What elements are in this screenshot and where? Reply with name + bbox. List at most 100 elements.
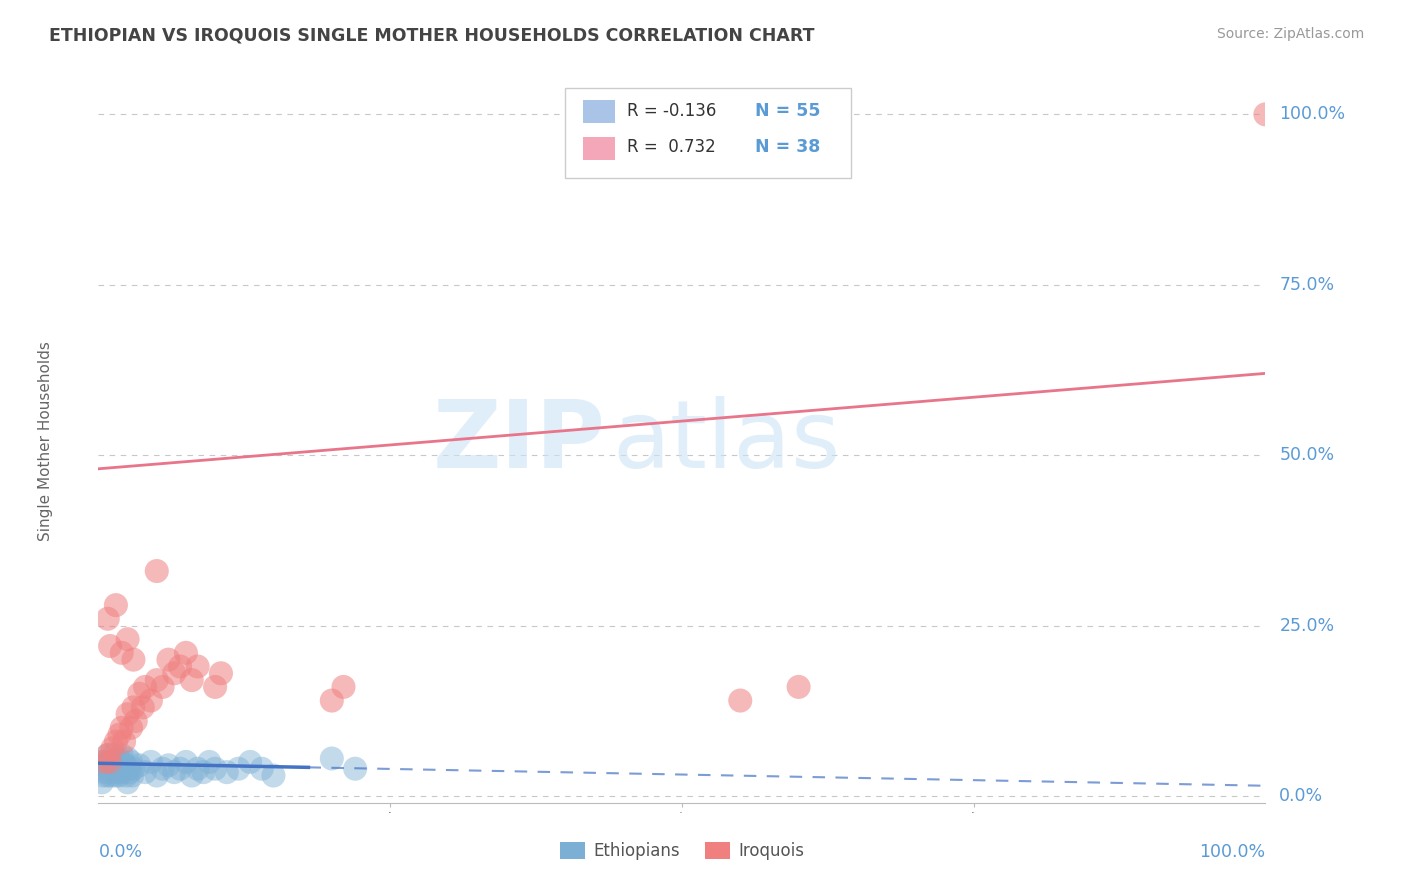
Text: Source: ZipAtlas.com: Source: ZipAtlas.com <box>1216 27 1364 41</box>
Point <box>104 768 127 782</box>
Point <box>115 768 138 782</box>
Point <box>98 639 121 653</box>
Text: R =  0.732: R = 0.732 <box>627 138 716 156</box>
Point <box>157 653 180 667</box>
Point <box>101 762 124 776</box>
Point <box>174 646 197 660</box>
Point <box>98 755 121 769</box>
Text: 75.0%: 75.0% <box>1279 276 1334 293</box>
Point <box>108 728 131 742</box>
Point <box>146 564 169 578</box>
Point <box>117 632 139 647</box>
Point <box>120 755 142 769</box>
Point <box>128 687 150 701</box>
Point <box>163 765 186 780</box>
Point <box>152 680 174 694</box>
Point <box>94 765 117 780</box>
Point <box>108 768 131 782</box>
Point <box>121 768 143 782</box>
Point <box>112 762 135 776</box>
Point <box>111 765 134 780</box>
Point <box>118 765 141 780</box>
Point <box>96 755 118 769</box>
Point <box>120 721 142 735</box>
Text: Single Mother Households: Single Mother Households <box>38 342 53 541</box>
Point <box>117 707 139 722</box>
Point <box>125 714 148 728</box>
Point <box>174 755 197 769</box>
Point <box>321 751 343 765</box>
Point <box>90 775 112 789</box>
Point <box>134 765 156 780</box>
Point <box>209 666 232 681</box>
Point <box>139 693 162 707</box>
Point <box>97 748 120 763</box>
Point <box>90 755 112 769</box>
Point <box>117 751 139 765</box>
Point <box>239 755 262 769</box>
Text: 0.0%: 0.0% <box>98 843 142 861</box>
Point <box>93 755 115 769</box>
Point <box>101 741 124 756</box>
Point <box>97 748 120 763</box>
Point <box>204 762 226 776</box>
Point <box>100 768 122 782</box>
Point <box>105 762 128 776</box>
Point <box>134 680 156 694</box>
Point <box>122 762 145 776</box>
Text: N = 55: N = 55 <box>755 102 821 120</box>
Text: 25.0%: 25.0% <box>1279 616 1334 634</box>
Point <box>110 758 132 772</box>
Point <box>146 673 169 687</box>
Point <box>97 762 120 776</box>
Point <box>332 680 354 694</box>
Text: ZIP: ZIP <box>433 395 606 488</box>
Point <box>215 765 238 780</box>
Point <box>787 680 810 694</box>
Legend: Ethiopians, Iroquois: Ethiopians, Iroquois <box>553 835 811 867</box>
Point <box>91 768 114 782</box>
Point <box>112 734 135 748</box>
Point <box>104 765 127 780</box>
Point <box>90 762 112 776</box>
Point <box>118 762 141 776</box>
Point <box>97 768 120 782</box>
Point <box>93 758 115 772</box>
Text: 100.0%: 100.0% <box>1199 843 1265 861</box>
Point <box>132 700 155 714</box>
Point <box>187 762 209 776</box>
Text: atlas: atlas <box>612 395 841 488</box>
Point <box>152 762 174 776</box>
Point <box>139 755 162 769</box>
FancyBboxPatch shape <box>582 100 616 123</box>
Text: 100.0%: 100.0% <box>1279 105 1346 123</box>
Text: 50.0%: 50.0% <box>1279 446 1334 464</box>
Point <box>198 755 221 769</box>
Point <box>250 762 273 776</box>
Point <box>122 700 145 714</box>
Point <box>169 762 191 776</box>
Point <box>730 693 752 707</box>
Point <box>111 721 134 735</box>
Point <box>146 768 169 782</box>
Point <box>103 748 125 763</box>
Point <box>111 755 134 769</box>
Point <box>107 751 129 765</box>
Point <box>180 768 202 782</box>
FancyBboxPatch shape <box>582 136 616 160</box>
Point <box>117 775 139 789</box>
Point <box>1254 107 1277 121</box>
Point <box>180 673 202 687</box>
Point <box>157 758 180 772</box>
Point <box>169 659 191 673</box>
Point <box>114 758 136 772</box>
Point <box>97 612 120 626</box>
Point <box>187 659 209 673</box>
Point <box>111 748 134 763</box>
Text: 0.0%: 0.0% <box>1279 787 1323 805</box>
Point <box>163 666 186 681</box>
Point <box>193 765 215 780</box>
Text: R = -0.136: R = -0.136 <box>627 102 717 120</box>
Point <box>321 693 343 707</box>
Point <box>104 734 127 748</box>
